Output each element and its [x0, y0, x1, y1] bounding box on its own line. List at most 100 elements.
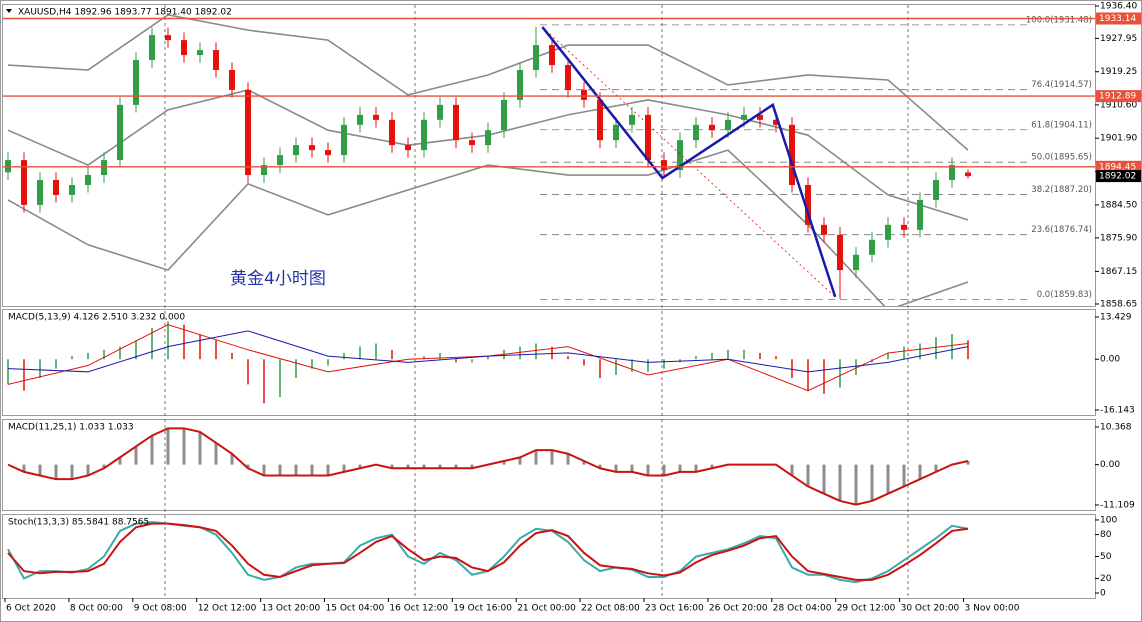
y-tick-label: 20	[1100, 574, 1112, 584]
y-tick-label: 1858.65	[1100, 300, 1137, 310]
x-tick-label: 21 Oct 00:00	[517, 604, 576, 614]
candle-body	[517, 70, 523, 100]
candle-body	[901, 224, 907, 230]
price-tag	[1096, 12, 1141, 25]
candle-body	[149, 35, 155, 61]
x-tick-label: 12 Oct 12:00	[198, 604, 257, 614]
candle-body	[821, 224, 827, 235]
candle-body	[501, 99, 507, 131]
candle-body	[613, 124, 619, 141]
pane-title: Stoch(13,3,3) 85.5841 88.7565	[8, 518, 149, 528]
price-tag-label: 1912.89	[1099, 92, 1136, 102]
candle-body	[581, 89, 587, 100]
fib-label: 61.8(1904.11)	[1031, 120, 1092, 130]
candle-body	[421, 119, 427, 151]
y-tick-label: -11.109	[1100, 500, 1135, 510]
y-tick-label: 0.00	[1100, 460, 1120, 470]
price-tag-label: 1894.45	[1099, 162, 1136, 172]
price-tag	[1096, 90, 1141, 103]
candle-body	[357, 114, 363, 125]
candle-body	[309, 145, 315, 151]
candle-body	[709, 124, 715, 131]
candle-body	[405, 145, 411, 151]
pane-title: MACD(11,25,1) 1.033 1.033	[8, 423, 134, 433]
candle-body	[165, 35, 171, 41]
candle-body	[133, 60, 139, 105]
y-tick-label: 1927.95	[1100, 34, 1137, 44]
stoch-line	[7, 522, 969, 581]
candle-body	[85, 175, 91, 185]
candle-body	[21, 160, 27, 205]
candle-body	[373, 114, 379, 120]
y-tick-label: 1867.15	[1100, 267, 1137, 277]
y-tick-label: 1910.60	[1100, 100, 1137, 110]
current-price-label: 1892.02	[1099, 172, 1136, 182]
y-tick-label: 50	[1100, 552, 1112, 562]
candle-body	[341, 124, 347, 156]
y-tick-label: 1936.40	[1100, 1, 1137, 11]
candle-body	[693, 124, 699, 141]
candle-body	[469, 140, 475, 146]
candle-body	[645, 114, 651, 161]
candle-body	[789, 124, 795, 185]
candle-body	[277, 155, 283, 166]
candle-body	[597, 99, 603, 141]
fib-label: 38.2(1887.20)	[1031, 185, 1092, 195]
candle-body	[197, 50, 203, 56]
candle-body	[933, 180, 939, 200]
y-tick-label: -16.143	[1100, 406, 1135, 416]
bollinger-upper	[7, 13, 969, 151]
y-tick-label: 80	[1100, 530, 1112, 540]
candle-body	[837, 234, 843, 271]
fib-label: 0.0(1859.83)	[1037, 290, 1092, 300]
price-tag-label: 1933.14	[1099, 14, 1136, 24]
candle-body	[549, 45, 555, 66]
candle-body	[869, 239, 875, 255]
x-tick-label: 26 Oct 20:00	[709, 604, 768, 614]
candle-body	[181, 40, 187, 56]
candle-body	[101, 160, 107, 176]
x-tick-label: 19 Oct 16:00	[453, 604, 512, 614]
title-arrow	[6, 9, 12, 13]
trend-line	[542, 26, 836, 298]
y-tick-label: 0	[1100, 589, 1106, 599]
candle-body	[245, 89, 251, 176]
y-tick-label: 10.368	[1100, 422, 1132, 432]
candle-body	[325, 150, 331, 156]
candle-body	[661, 160, 667, 171]
candle-body	[885, 224, 891, 240]
y-tick-label: 1875.90	[1100, 233, 1137, 243]
pane-content	[7, 521, 969, 584]
fib-label: 23.6(1876.74)	[1031, 225, 1092, 235]
candle-body	[741, 114, 747, 120]
x-tick-label: 15 Oct 04:00	[326, 604, 385, 614]
pane-content	[7, 427, 970, 506]
candle-body	[117, 104, 123, 161]
candle-body	[37, 180, 43, 205]
annotation: 黄金4小时图	[230, 269, 326, 289]
candle-body	[965, 172, 971, 177]
candle-body	[213, 50, 219, 71]
pane-content	[5, 13, 1030, 306]
candle-body	[533, 45, 539, 71]
candle-body	[453, 104, 459, 141]
zigzag	[541, 26, 837, 298]
candle-body	[565, 65, 571, 90]
pane-title: MACD(5,13,9) 4.126 2.510 3.232 0.000	[8, 313, 185, 323]
candle-body	[485, 130, 491, 146]
x-tick-label: 6 Oct 2020	[6, 604, 56, 614]
candle-body	[437, 104, 443, 120]
candle-body	[389, 119, 395, 146]
y-tick-label: 1919.25	[1100, 67, 1137, 77]
x-tick-label: 23 Oct 16:00	[645, 604, 704, 614]
x-tick-label: 16 Oct 12:00	[389, 604, 448, 614]
candle-body	[53, 180, 59, 195]
fib-label: 100.0(1931.48)	[1026, 15, 1092, 25]
x-tick-label: 29 Oct 12:00	[837, 604, 896, 614]
candle-body	[293, 145, 299, 156]
x-tick-label: 13 Oct 20:00	[262, 604, 321, 614]
candle-body	[261, 165, 267, 176]
candle-body	[949, 165, 955, 181]
